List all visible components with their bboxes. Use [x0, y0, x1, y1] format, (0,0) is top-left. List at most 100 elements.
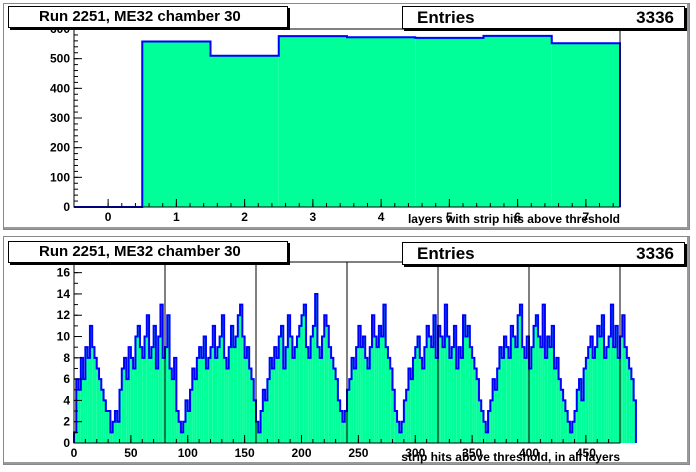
bottom-hist-bar: [385, 347, 388, 443]
top-hist-xtick-label: 7: [583, 210, 590, 224]
top-hist-ytick-label: 200: [50, 141, 70, 155]
top-hist-ytick-label: 0: [63, 200, 70, 214]
bottom-title-box: Run 2251, ME32 chamber 30: [8, 241, 288, 263]
bottom-hist-bar: [622, 315, 625, 443]
bottom-hist-bar: [99, 379, 102, 443]
bottom-stats-box: Entries 3336: [402, 242, 685, 265]
bottom-hist-bar: [519, 304, 523, 443]
bottom-hist-bar: [121, 368, 125, 443]
bottom-hist-bar: [460, 357, 464, 443]
bottom-hist-bar: [117, 421, 120, 443]
bottom-hist-bar: [85, 347, 88, 443]
bottom-hist-bar: [114, 411, 118, 443]
bottom-hist-bar: [135, 336, 138, 443]
bottom-hist-bar: [187, 411, 191, 443]
bottom-hist-xtick-label: 350: [462, 446, 482, 460]
bottom-hist-bar: [613, 347, 616, 443]
top-hist-bar: [278, 36, 347, 208]
bottom-hist-bar: [358, 325, 361, 443]
bottom-hist-bar: [271, 368, 275, 443]
bottom-hist-xtick-label: 450: [576, 446, 596, 460]
bottom-hist-bar: [256, 421, 259, 443]
bottom-hist-bar: [303, 304, 307, 443]
bottom-hist-bar: [128, 347, 131, 443]
bottom-hist-bar: [342, 421, 345, 443]
bottom-hist-bar: [526, 336, 529, 443]
bottom-hist-bar: [533, 325, 536, 443]
bottom-hist-bar: [403, 400, 407, 443]
bottom-hist-bar: [579, 379, 582, 443]
bottom-hist-bar: [572, 421, 575, 443]
bottom-hist-bar: [453, 325, 457, 443]
bottom-hist-bar: [419, 357, 423, 443]
bottom-hist-bar: [367, 368, 370, 443]
top-hist-outline: [74, 34, 621, 208]
bottom-hist-bar: [390, 368, 393, 443]
bottom-hist-outline: [73, 292, 637, 443]
bottom-hist-ytick-label: 12: [57, 308, 71, 322]
bottom-hist-xtick-label: 100: [178, 446, 198, 460]
bottom-hist-bar: [601, 315, 605, 443]
bottom-hist-bar: [87, 357, 90, 443]
bottom-hist-bar: [205, 368, 209, 443]
bottom-hist-xlabel: strip hits above threshold, in all layer…: [401, 450, 620, 464]
bottom-hist-bar: [426, 325, 429, 443]
bottom-hist-bar: [126, 379, 129, 443]
bottom-hist-bar: [242, 336, 245, 443]
bottom-hist-bar: [499, 347, 502, 443]
bottom-hist-bar: [567, 421, 570, 443]
top-entries-label: Entries: [417, 8, 475, 27]
bottom-hist-bar: [374, 336, 377, 443]
bottom-hist-bar: [485, 432, 489, 443]
top-hist-xtick-label: 4: [378, 210, 385, 224]
bottom-hist-bar: [174, 357, 177, 443]
bottom-hist-bar: [581, 400, 584, 443]
bottom-hist-bar: [133, 368, 136, 443]
bottom-hist-bar: [324, 315, 327, 443]
top-hist-xtick-label: 6: [514, 210, 521, 224]
bottom-hist-bar: [481, 411, 484, 443]
bottom-hist-bar: [438, 325, 441, 443]
bottom-hist-bar: [162, 357, 165, 443]
bottom-hist-bar: [474, 368, 477, 443]
top-hist-xtick-label: 1: [173, 210, 180, 224]
bottom-entries-value: 3336: [636, 244, 674, 263]
bottom-hist-bar: [424, 347, 427, 443]
bottom-hist-bar: [433, 315, 436, 443]
top-hist-ytick-label: 500: [50, 52, 70, 66]
bottom-hist-ytick-label: 8: [63, 351, 70, 365]
bottom-hist-bar: [583, 368, 586, 443]
bottom-hist-bar: [442, 347, 445, 443]
bottom-hist-bar: [215, 357, 218, 443]
bottom-hist-bar: [529, 368, 532, 443]
bottom-hist-xtick-label: 0: [71, 446, 78, 460]
top-stats-box: Entries 3336: [402, 6, 685, 29]
bottom-hist-bar: [415, 347, 418, 443]
bottom-hist-bar: [74, 432, 77, 443]
bottom-hist-bar: [155, 368, 159, 443]
bottom-hist-bar: [235, 336, 238, 443]
bottom-hist-bar: [78, 389, 81, 443]
bottom-hist-bar: [608, 336, 611, 443]
bottom-hist-bar: [444, 304, 448, 443]
bottom-hist-bar: [151, 347, 154, 443]
bottom-hist-bar: [108, 411, 111, 443]
top-hist-ytick-label: 400: [50, 81, 70, 95]
bottom-hist-bar: [599, 336, 602, 443]
bottom-hist-bar: [278, 336, 282, 443]
bottom-hist-bar: [137, 325, 140, 443]
bottom-hist-bar: [631, 379, 634, 443]
bottom-hist-ytick-label: 14: [57, 287, 71, 301]
bottom-hist-bar: [478, 400, 482, 443]
bottom-hist-bar: [417, 336, 420, 443]
bottom-hist-bar: [483, 421, 486, 443]
top-hist-ytick-label: 300: [50, 111, 70, 125]
bottom-hist-bar: [467, 325, 470, 443]
bottom-hist-bar: [472, 357, 475, 443]
bottom-hist-bar: [194, 379, 197, 443]
bottom-hist-bar: [615, 325, 618, 443]
bottom-hist-bar: [597, 325, 600, 443]
bottom-hist-bar: [576, 389, 580, 443]
bottom-hist-bar: [249, 368, 252, 443]
bottom-hist-bar: [560, 389, 564, 443]
